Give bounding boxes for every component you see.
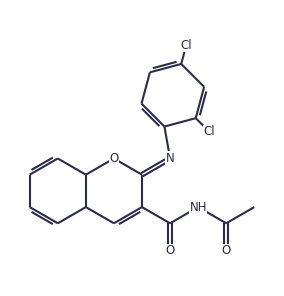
Text: O: O bbox=[222, 244, 231, 257]
Text: O: O bbox=[166, 244, 175, 257]
Text: Cl: Cl bbox=[204, 126, 215, 139]
Text: NH: NH bbox=[189, 201, 207, 214]
Text: Cl: Cl bbox=[180, 39, 192, 52]
Text: O: O bbox=[109, 152, 118, 165]
Text: N: N bbox=[166, 152, 174, 165]
